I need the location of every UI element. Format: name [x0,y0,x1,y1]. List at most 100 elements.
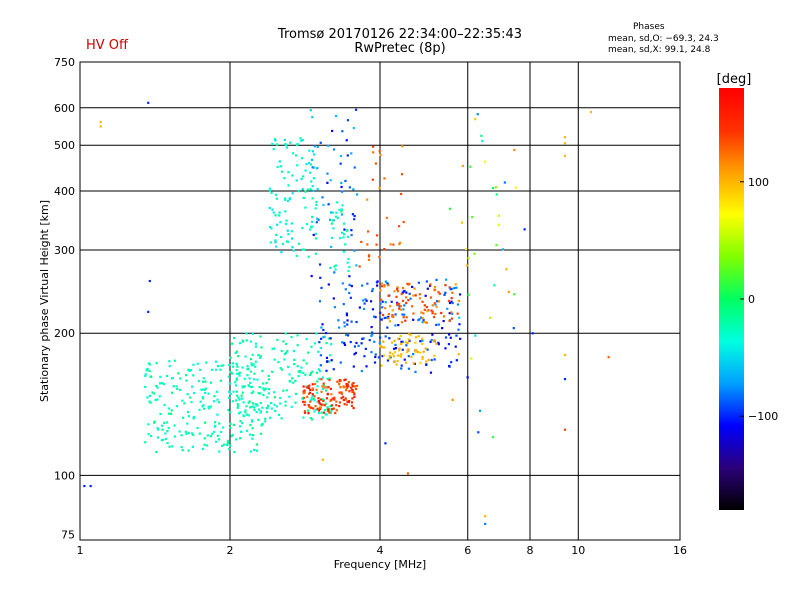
data-point [362,337,365,340]
data-point [303,403,306,406]
data-point [393,347,396,350]
data-point [247,401,250,404]
data-point [453,286,456,290]
data-point [198,408,201,411]
data-point [333,306,336,309]
data-point [268,189,272,193]
data-point [388,351,392,354]
data-point [309,188,312,191]
data-point [234,399,238,402]
data-point [144,373,147,376]
data-point [352,126,355,130]
data-point [404,361,408,364]
data-point [250,362,253,365]
data-point [437,300,441,303]
x-tick-label: 1 [77,544,84,557]
data-point [414,294,417,297]
data-point [351,213,355,216]
data-point [250,391,253,395]
data-point [315,371,319,374]
data-point [189,368,193,372]
data-point [280,417,283,420]
data-point [454,345,457,348]
data-point [403,313,406,316]
data-point [383,346,386,349]
data-point [198,432,201,435]
data-point [231,400,235,403]
data-point [147,101,150,104]
data-point [264,387,267,390]
data-point [398,307,401,310]
plot-frame [79,61,681,541]
data-point [341,395,345,398]
data-point [343,403,346,406]
data-point [317,350,320,353]
data-point [312,407,315,410]
data-point [403,358,406,361]
data-point [228,411,231,414]
data-point [147,432,150,436]
data-point [378,150,381,153]
data-point [309,163,313,166]
data-point [346,400,349,403]
data-point [333,398,336,401]
data-point [228,396,231,400]
data-point [273,391,276,394]
data-point [370,334,373,338]
data-point [306,188,309,191]
data-point [257,408,261,411]
data-point [261,422,264,426]
data-point [263,388,266,392]
data-point [284,332,287,335]
data-point [305,222,309,226]
data-point [458,293,462,296]
data-point [180,445,183,449]
data-point [345,139,348,142]
data-point [408,339,411,342]
data-point [317,218,320,221]
data-point [310,158,314,161]
data-point [371,178,374,181]
data-point [450,361,453,364]
data-point [175,405,179,408]
data-point [257,391,260,395]
data-point [163,421,166,424]
data-point [216,413,219,416]
data-point [332,407,335,410]
data-point [155,450,158,454]
data-point [155,384,158,388]
data-point [251,385,254,389]
data-point [320,378,323,381]
data-point [243,385,246,388]
data-point [454,283,457,286]
data-point [407,367,411,370]
data-point [424,294,427,297]
data-point [336,380,339,383]
data-point [241,366,244,369]
data-point [284,400,287,403]
data-point [307,412,310,415]
data-point [350,404,354,407]
data-point [190,432,194,435]
data-point [282,389,285,392]
data-point [325,397,329,400]
data-point [332,148,336,151]
data-point [444,291,447,294]
y-tick-label: 100 [54,469,75,482]
data-point [178,430,181,433]
data-point [243,377,246,380]
data-point [179,377,182,380]
data-point [239,420,242,423]
data-point [334,264,338,267]
data-point [166,430,169,433]
data-point [433,285,437,289]
data-point [405,291,408,294]
data-point [259,411,262,414]
data-point [244,411,247,414]
data-point [183,402,186,405]
data-point [331,397,334,400]
data-point [312,177,315,180]
data-point [227,375,230,378]
data-point [365,365,368,368]
data-point [394,346,398,350]
